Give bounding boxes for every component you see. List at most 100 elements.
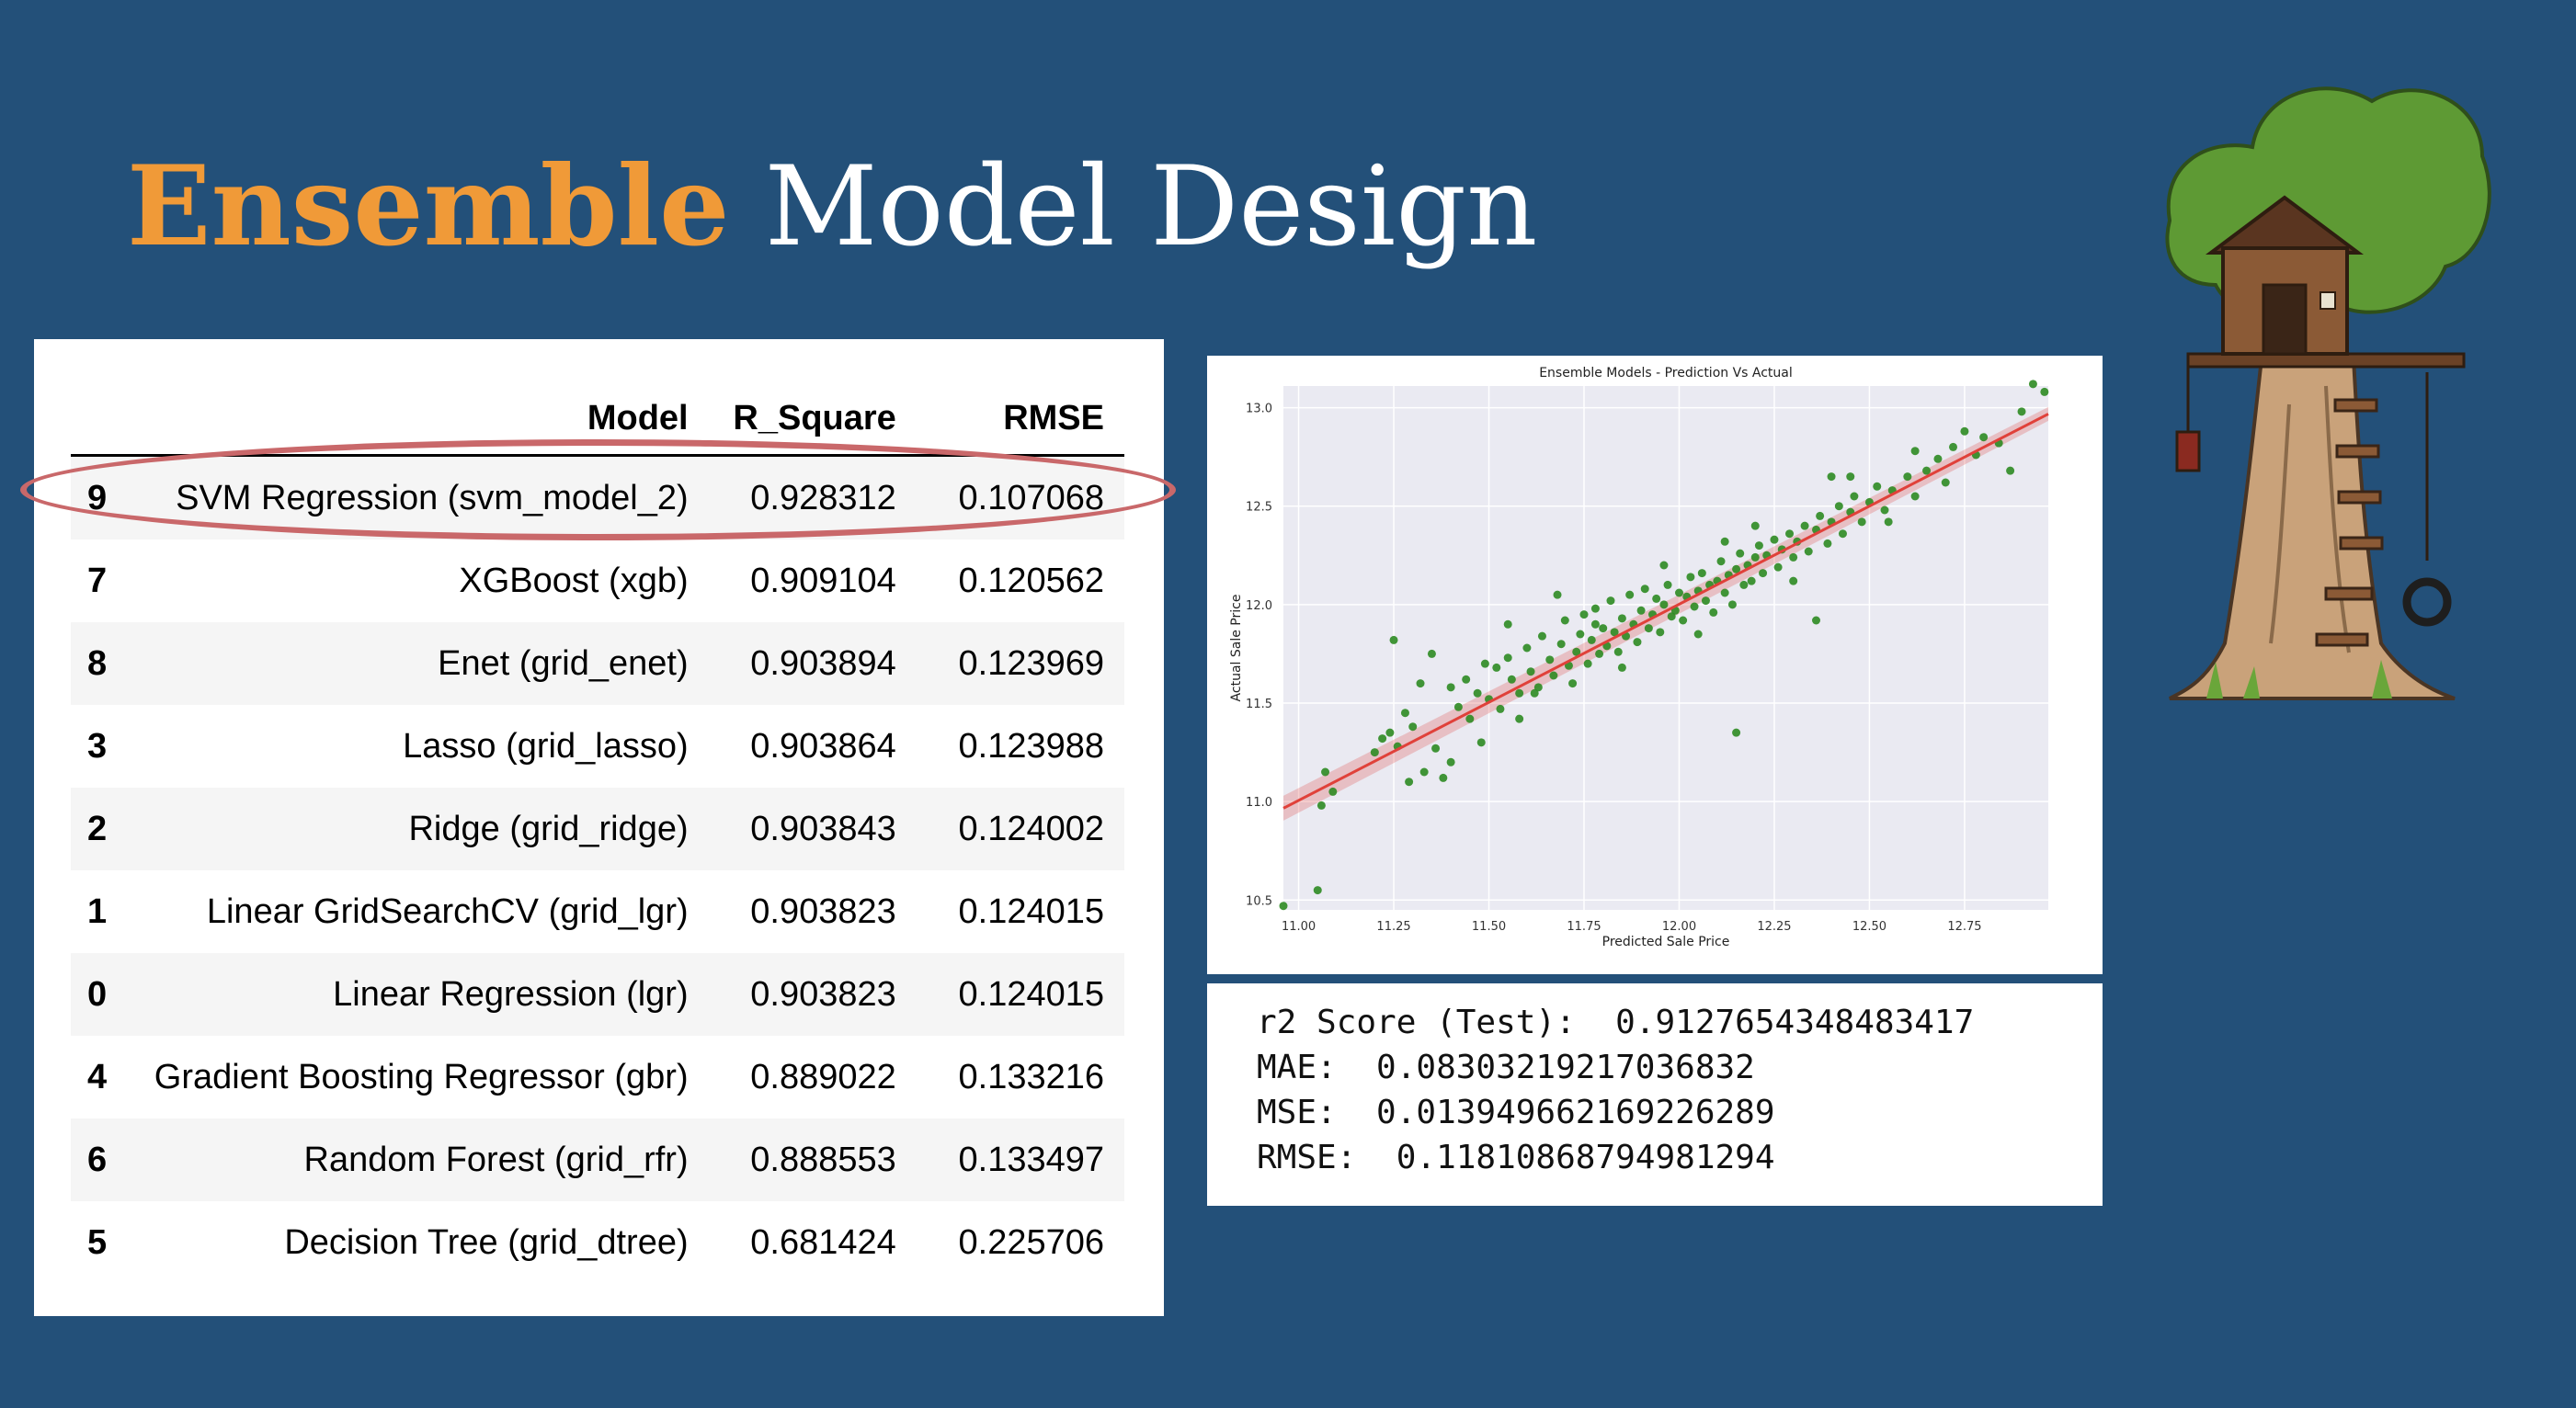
data-point [1979,433,1989,442]
row-model: Decision Tree (grid_dtree) [284,1222,689,1262]
table-row: 2 Ridge (grid_ridge) 0.903843 0.124002 [71,788,1124,870]
data-point [1370,748,1379,757]
regression-line-group [1282,413,2049,810]
data-point [1736,549,1745,558]
x-tick-label: 11.75 [1567,920,1601,934]
table-header-row: Model R_Square RMSE [71,382,1124,457]
row-index: 4 [87,1057,108,1096]
data-point [1800,521,1809,530]
x-tick-label: 12.75 [1947,920,1981,934]
data-point [2017,407,2026,416]
chart-title: Ensemble Models - Prediction Vs Actual [1539,366,1793,380]
row-rmse: 0.225706 [958,1222,1105,1262]
data-point [1732,728,1741,737]
table-row: 1 Linear GridSearchCV (grid_lgr) 0.90382… [71,870,1124,953]
data-point [1697,569,1706,578]
tire-swing [2402,372,2452,627]
data-point [1576,630,1585,639]
data-point [1750,552,1760,562]
data-point [1431,744,1441,753]
treehouse-illustration [2165,86,2491,700]
data-point [1533,683,1543,692]
table-row: 8 Enet (grid_enet) 0.903894 0.123969 [71,622,1124,705]
data-point [1316,801,1326,810]
data-point [1663,580,1672,589]
data-point [1941,478,1950,487]
data-point [1933,454,1943,463]
row-r-square: 0.903823 [750,891,896,931]
data-point [1465,714,1475,723]
data-point [1419,767,1429,777]
data-point [1599,624,1608,633]
regression-confidence-band [1283,406,2048,821]
row-r-square: 0.888553 [708,1118,917,1201]
data-point [1701,596,1710,606]
data-point [2006,466,2015,475]
data-point [1583,659,1592,668]
metric-rmse: RMSE: 0.11810868794981294 [1257,1139,1775,1176]
data-point [1526,667,1535,676]
row-index: 3 [87,726,108,766]
row-r-square: 0.928312 [708,455,917,539]
confidence-band [1283,406,2048,821]
row-r-square: 0.903843 [708,788,917,870]
data-point [1476,738,1486,747]
y-tick-label: 11.0 [1246,796,1272,810]
data-point [1416,679,1425,688]
data-point [1328,787,1338,796]
y-axis-label: Actual Sale Price [1229,595,1244,702]
row-model: XGBoost (xgb) [459,561,689,600]
data-point [1789,576,1798,585]
row-r-square: 0.903864 [750,726,896,766]
data-point [1503,653,1512,663]
data-point [1321,767,1330,777]
data-point [1545,655,1555,664]
data-point [1378,734,1387,744]
data-point [1652,594,1661,603]
data-point [2040,387,2049,396]
platform [2186,352,2466,369]
data-point [1949,442,1958,451]
data-point [1693,630,1703,639]
data-point [1439,773,1448,782]
row-rmse: 0.124015 [958,891,1105,931]
header-rmse: RMSE [916,382,1124,457]
data-point [1595,649,1604,658]
data-point [1910,492,1920,501]
scatter-chart: 11.00 11.25 11.50 11.75 12.00 12.25 12.50 12.75… [1229,366,2049,949]
tree-trunk [2169,357,2456,700]
row-index: 7 [87,561,108,600]
data-point [1667,612,1676,621]
data-point [1732,564,1741,573]
data-point [1750,521,1760,530]
y-tick-label: 12.0 [1246,599,1272,613]
data-point [1579,610,1589,619]
data-point [1507,675,1516,684]
data-point [1690,602,1699,611]
data-point [1617,663,1626,672]
data-point [1473,688,1482,698]
data-point [1405,778,1414,787]
data-point [1537,631,1546,641]
row-model: Linear GridSearchCV (grid_lgr) [206,891,689,931]
grass-tufts [2206,660,2392,698]
data-point [1515,714,1524,723]
table-row: 7 XGBoost (xgb) 0.909104 0.120562 [71,539,1124,622]
x-tick-label: 12.25 [1757,920,1791,934]
data-point [1279,902,1288,911]
data-point [1884,517,1893,527]
data-point [1492,663,1501,672]
data-point [1709,607,1718,617]
data-point [1804,547,1813,556]
row-r-square: 0.903823 [708,953,917,1036]
data-point [1903,472,1912,482]
data-point [1827,472,1836,482]
data-point [1754,541,1763,551]
data-point [1556,640,1566,649]
ladder-planks [2315,398,2384,647]
data-point [1522,643,1532,653]
data-point [1816,511,1825,520]
data-point [1633,638,1642,647]
data-point [1530,688,1539,698]
hanging-lantern [2175,368,2201,472]
